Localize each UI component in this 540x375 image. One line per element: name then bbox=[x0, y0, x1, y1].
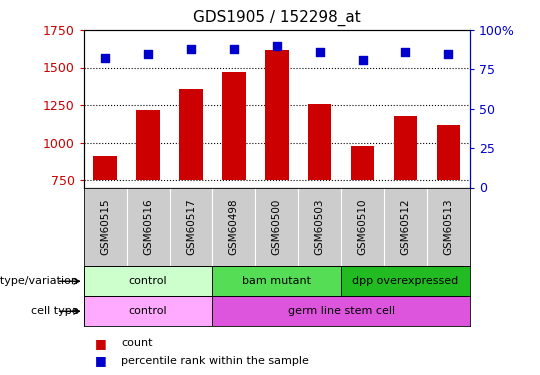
Text: control: control bbox=[129, 276, 167, 286]
Bar bbox=[93, 156, 117, 180]
Text: ■: ■ bbox=[94, 354, 106, 367]
Text: GSM60503: GSM60503 bbox=[315, 199, 325, 255]
Text: cell type: cell type bbox=[31, 306, 78, 316]
Text: control: control bbox=[129, 306, 167, 316]
Point bbox=[273, 43, 281, 49]
Bar bbox=[351, 146, 374, 180]
Text: GSM60500: GSM60500 bbox=[272, 199, 282, 255]
Text: dpp overexpressed: dpp overexpressed bbox=[352, 276, 458, 286]
Text: count: count bbox=[122, 338, 153, 348]
Point bbox=[444, 51, 453, 57]
Point bbox=[401, 49, 410, 55]
Bar bbox=[222, 72, 246, 180]
Bar bbox=[84, 296, 212, 326]
Title: GDS1905 / 152298_at: GDS1905 / 152298_at bbox=[193, 10, 361, 26]
Bar bbox=[179, 88, 202, 180]
Bar bbox=[136, 110, 160, 180]
Text: bam mutant: bam mutant bbox=[242, 276, 311, 286]
Bar bbox=[436, 124, 460, 180]
Bar bbox=[212, 266, 341, 296]
Text: GSM60515: GSM60515 bbox=[100, 199, 110, 255]
Point bbox=[101, 56, 110, 62]
Point bbox=[144, 51, 152, 57]
Bar bbox=[394, 116, 417, 180]
Point bbox=[358, 57, 367, 63]
Text: genotype/variation: genotype/variation bbox=[0, 276, 78, 286]
Bar bbox=[212, 296, 470, 326]
Text: GSM60512: GSM60512 bbox=[401, 199, 410, 255]
Bar bbox=[84, 266, 212, 296]
Text: ■: ■ bbox=[94, 337, 106, 350]
Text: GSM60510: GSM60510 bbox=[357, 199, 368, 255]
Point bbox=[187, 46, 195, 52]
Bar bbox=[265, 50, 288, 180]
Text: GSM60513: GSM60513 bbox=[443, 199, 454, 255]
Text: GSM60498: GSM60498 bbox=[229, 199, 239, 255]
Text: GSM60517: GSM60517 bbox=[186, 199, 196, 255]
Point bbox=[230, 46, 238, 52]
Point bbox=[315, 49, 324, 55]
Text: GSM60516: GSM60516 bbox=[143, 199, 153, 255]
Bar bbox=[341, 266, 470, 296]
Bar bbox=[308, 104, 332, 180]
Text: germ line stem cell: germ line stem cell bbox=[287, 306, 395, 316]
Text: percentile rank within the sample: percentile rank within the sample bbox=[122, 356, 309, 366]
